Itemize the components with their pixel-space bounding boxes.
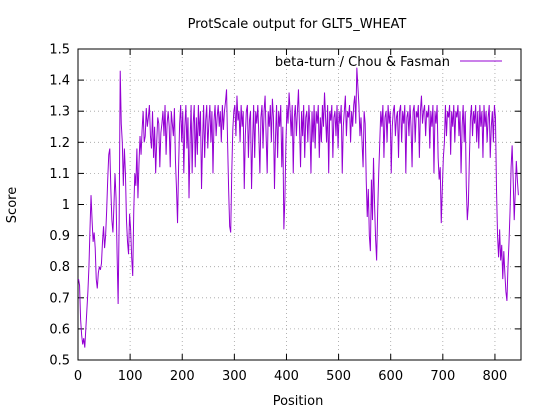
ticks: 0.5 0.6 0.7 0.8 0.9 1 1.1 1.2 1.3 1.4 1.5 0 100 200 30…	[49, 43, 521, 384]
x-tick-label: 300	[222, 369, 247, 384]
y-tick-label: 1	[62, 198, 70, 213]
y-tick-label: 1.3	[49, 105, 70, 120]
y-tick-label: 0.7	[49, 291, 70, 306]
y-tick-label: 1.2	[49, 136, 70, 151]
x-tick-label: 700	[430, 369, 455, 384]
y-axis-label: Score	[5, 187, 20, 223]
y-tick-label: 1.1	[49, 167, 70, 182]
x-tick-label: 400	[274, 369, 299, 384]
x-tick-label: 0	[74, 369, 82, 384]
chart-title: ProtScale output for GLT5_WHEAT	[188, 17, 407, 32]
y-tick-label: 0.6	[49, 322, 70, 337]
series-line	[78, 67, 519, 348]
y-tick-label: 0.5	[49, 354, 70, 369]
y-tick-label: 1.5	[49, 43, 70, 58]
y-tick-label: 0.9	[49, 229, 70, 244]
x-axis-label: Position	[273, 394, 324, 409]
y-tick-label: 0.8	[49, 260, 70, 275]
x-tick-label: 800	[483, 369, 508, 384]
series-layer	[78, 67, 519, 348]
x-tick-label: 200	[170, 369, 195, 384]
x-tick-label: 500	[326, 369, 351, 384]
legend: beta-turn / Chou & Fasman	[275, 55, 502, 70]
x-tick-label: 600	[378, 369, 403, 384]
legend-label: beta-turn / Chou & Fasman	[275, 55, 450, 70]
x-tick-label: 100	[118, 369, 143, 384]
y-tick-label: 1.4	[49, 74, 70, 89]
